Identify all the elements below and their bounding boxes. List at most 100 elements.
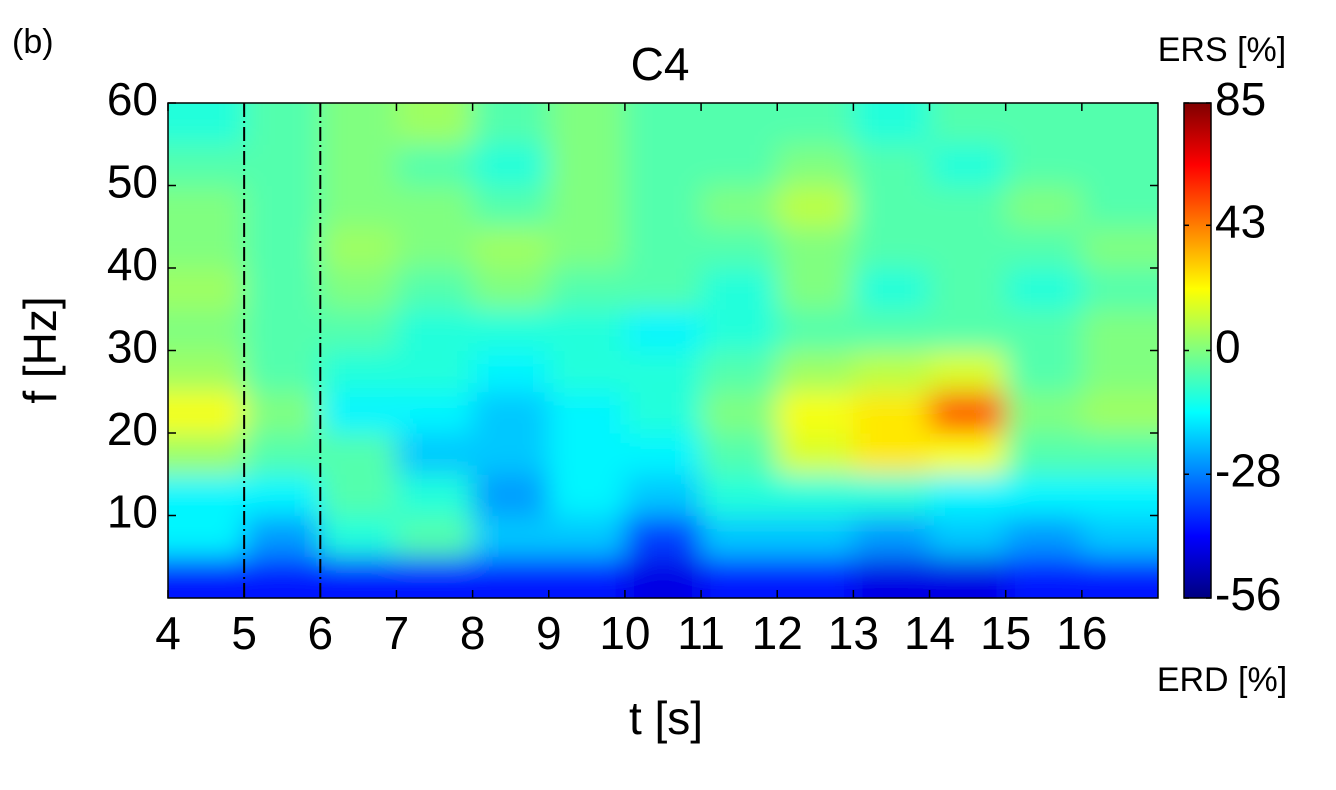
heatmap-cell [472,350,550,393]
heatmap-cell [244,556,321,598]
heatmap-cell [624,185,702,228]
heatmap-cell [548,350,626,393]
heatmap-cell [320,144,397,186]
heatmap-cell [777,474,854,516]
heatmap-cell [244,433,321,475]
y-tick-label: 30 [107,321,158,373]
heatmap-cell [853,185,931,228]
heatmap-cell [168,226,245,269]
x-tick-label: 11 [677,607,725,659]
heatmap-cell [244,391,321,434]
x-tick-label: 6 [308,607,334,659]
heatmap-cell [168,185,245,228]
heatmap-cell [1005,391,1083,434]
heatmap-cell [853,433,931,475]
heatmap-cell [396,350,474,393]
heatmap-cell [1081,226,1158,269]
heatmap-cell [853,391,931,434]
y-tick-label: 10 [107,486,158,538]
heatmap-cell [472,474,550,516]
heatmap-cell [701,309,778,351]
chart-title: C4 [631,38,690,90]
heatmap-cell [1081,391,1158,434]
heatmap-cell [701,144,778,186]
heatmap-cell [320,515,397,558]
heatmap-cell [472,185,550,228]
heatmap-cell [1005,474,1083,516]
heatmap-cell [1005,309,1083,351]
x-tick-label: 16 [1056,607,1107,659]
heatmap-cell [701,268,778,310]
x-tick-label: 4 [155,607,181,659]
heatmap-cell [244,474,321,516]
heatmap-cell [853,474,931,516]
panel-label: (b) [12,23,54,61]
heatmap-cell [396,144,474,186]
heatmap-cell [396,515,474,558]
heatmap-cell [929,391,1007,434]
heatmap-cell [548,556,626,598]
heatmap-cell [548,515,626,558]
heatmap-cell [624,226,702,269]
heatmap-cell [320,268,397,310]
heatmap-cell [777,309,854,351]
heatmap-cell [548,144,626,186]
heatmap-cell [701,103,778,145]
heatmap-cell [853,515,931,558]
heatmap-cell [320,391,397,434]
x-tick-label: 12 [752,607,803,659]
heatmap-cell [548,391,626,434]
heatmap-cell [853,268,931,310]
heatmap-cell [624,433,702,475]
heatmap-cell [320,226,397,269]
colorbar-tick-label: -28 [1215,444,1281,496]
heatmap-cell [472,433,550,475]
heatmap-cell [396,433,474,475]
heatmap-cell [701,391,778,434]
heatmap-cell [853,309,931,351]
heatmap-cell [396,474,474,516]
heatmap-cell [396,185,474,228]
heatmap-cell [853,226,931,269]
heatmap-cell [548,309,626,351]
heatmap-cell [1081,309,1158,351]
x-tick-label: 14 [904,607,955,659]
heatmap-cell [777,268,854,310]
heatmap-cell [777,350,854,393]
heatmap-cells [168,103,1158,598]
heatmap-cell [624,309,702,351]
heatmap-cell [548,185,626,228]
heatmap-cell [472,226,550,269]
x-tick-label: 5 [231,607,257,659]
heatmap-cell [853,103,931,145]
y-tick-label: 60 [107,73,158,125]
x-tick-label: 10 [599,607,650,659]
heatmap-cell [320,309,397,351]
colorbar-bottom-label: ERD [%] [1157,661,1287,699]
heatmap-cell [701,433,778,475]
heatmap-cell [168,268,245,310]
heatmap-cell [1005,268,1083,310]
heatmap-cell [1005,144,1083,186]
heatmap-cell [701,350,778,393]
heatmap-cell [1081,474,1158,516]
heatmap-cell [244,144,321,186]
x-tick-label: 8 [460,607,486,659]
heatmap-cell [548,103,626,145]
heatmap-cell [396,268,474,310]
heatmap-cell [624,556,702,598]
heatmap-cell [624,515,702,558]
y-tick-label: 50 [107,156,158,208]
heatmap-cell [1005,556,1083,598]
heatmap-cell [548,226,626,269]
heatmap-cell [1081,556,1158,598]
heatmap-cell [1081,515,1158,558]
colorbar-tick-label: 85 [1215,73,1266,125]
heatmap-cell [929,556,1007,598]
heatmap-cell [472,309,550,351]
heatmap-cell [624,474,702,516]
heatmap-cell [624,268,702,310]
heatmap-cell [168,309,245,351]
heatmap-cell [548,268,626,310]
heatmap-cell [701,515,778,558]
